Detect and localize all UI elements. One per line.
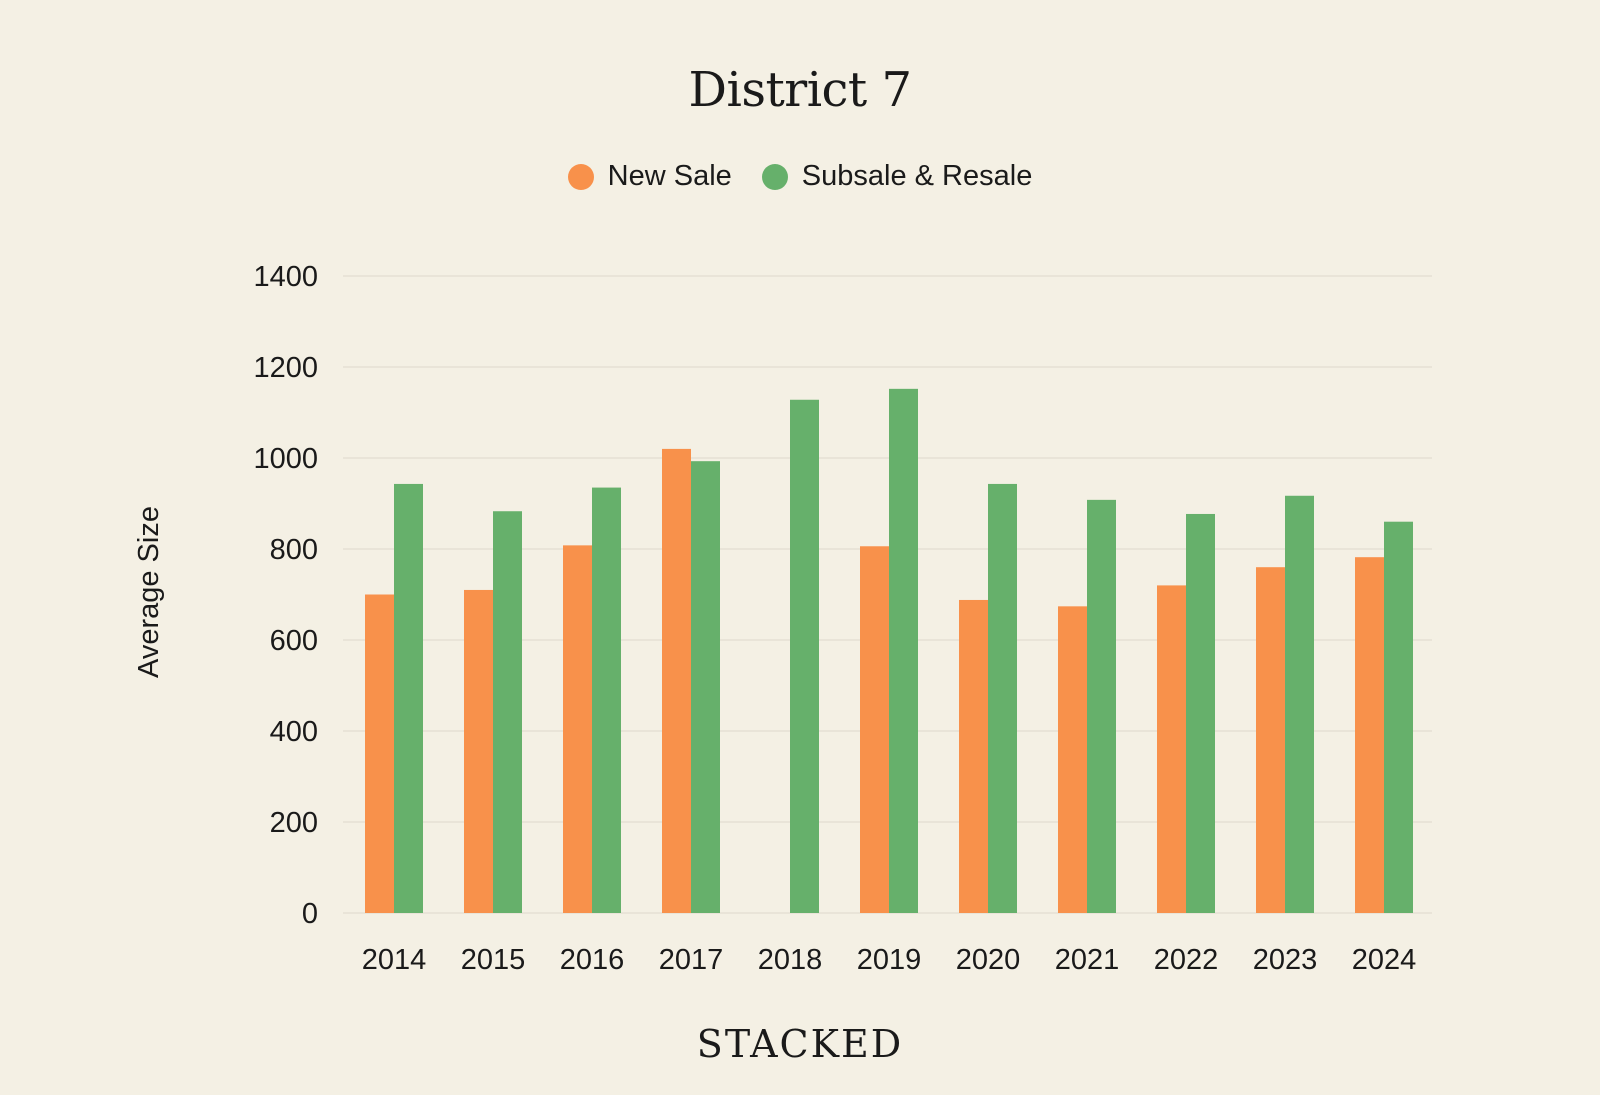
x-tick-label: 2022: [1154, 944, 1219, 976]
x-tick-label: 2018: [758, 944, 823, 976]
y-tick-label: 800: [270, 534, 318, 566]
y-tick-label: 1200: [253, 352, 318, 384]
bar-subsale-resale-2016: [592, 487, 621, 913]
bar-new-sale-2021: [1058, 606, 1087, 913]
bar-new-sale-2019: [860, 546, 889, 913]
x-tick-label: 2017: [659, 944, 724, 976]
bar-new-sale-2020: [959, 599, 988, 913]
y-tick-label: 1400: [253, 261, 318, 293]
legend-label-subsale-resale: Subsale & Resale: [801, 160, 1033, 192]
legend-swatch-subsale-resale: [761, 163, 788, 190]
y-tick-label: 200: [270, 807, 318, 839]
y-tick-label: 1000: [253, 443, 318, 475]
bar-subsale-resale-2020: [988, 483, 1017, 913]
brand-logo: STACKED: [696, 1022, 904, 1066]
y-axis-label: Average Size: [133, 506, 165, 678]
bar-new-sale-2017: [662, 448, 691, 913]
bar-new-sale-2024: [1355, 557, 1384, 913]
legend-item-subsale-resale: Subsale & Resale: [761, 160, 1033, 193]
bar-subsale-resale-2014: [394, 483, 423, 913]
chart-title: District 7: [688, 62, 912, 118]
x-tick-label: 2023: [1253, 944, 1318, 976]
bar-subsale-resale-2022: [1186, 513, 1215, 913]
bar-subsale-resale-2019: [889, 388, 918, 914]
x-tick-label: 2014: [362, 944, 427, 976]
legend-label-new-sale: New Sale: [607, 160, 732, 192]
x-tick-label: 2020: [956, 944, 1021, 976]
bar-subsale-resale-2021: [1087, 499, 1116, 913]
x-axis-ticks: 2014 2015 2016 2017 2018 2019 2020 2021 2022 2023…: [362, 944, 1417, 976]
x-tick-label: 2021: [1055, 944, 1120, 976]
bar-new-sale-2023: [1256, 567, 1285, 913]
x-tick-label: 2024: [1352, 944, 1417, 976]
bar-subsale-resale-2024: [1384, 521, 1413, 913]
bar-new-sale-2016: [563, 545, 592, 913]
bar-subsale-resale-2015: [493, 511, 522, 913]
bar-subsale-resale-2023: [1285, 495, 1314, 913]
bar-new-sale-2014: [365, 594, 394, 913]
y-axis-ticks: 0 200 400 600 800 1000 1200 1400: [253, 261, 318, 930]
bar-new-sale-2015: [464, 589, 493, 913]
bars-layer: [365, 388, 1413, 914]
legend: New Sale Subsale & Resale: [0, 160, 1600, 193]
x-tick-label: 2019: [857, 944, 922, 976]
legend-item-new-sale: New Sale: [567, 160, 732, 193]
bar-subsale-resale-2017: [691, 461, 720, 913]
x-tick-label: 2015: [461, 944, 526, 976]
y-tick-label: 400: [270, 716, 318, 748]
y-tick-label: 0: [302, 898, 318, 930]
y-tick-label: 600: [270, 625, 318, 657]
legend-swatch-new-sale: [567, 163, 594, 190]
bar-new-sale-2022: [1157, 585, 1186, 913]
bar-subsale-resale-2018: [790, 399, 819, 913]
x-tick-label: 2016: [560, 944, 625, 976]
